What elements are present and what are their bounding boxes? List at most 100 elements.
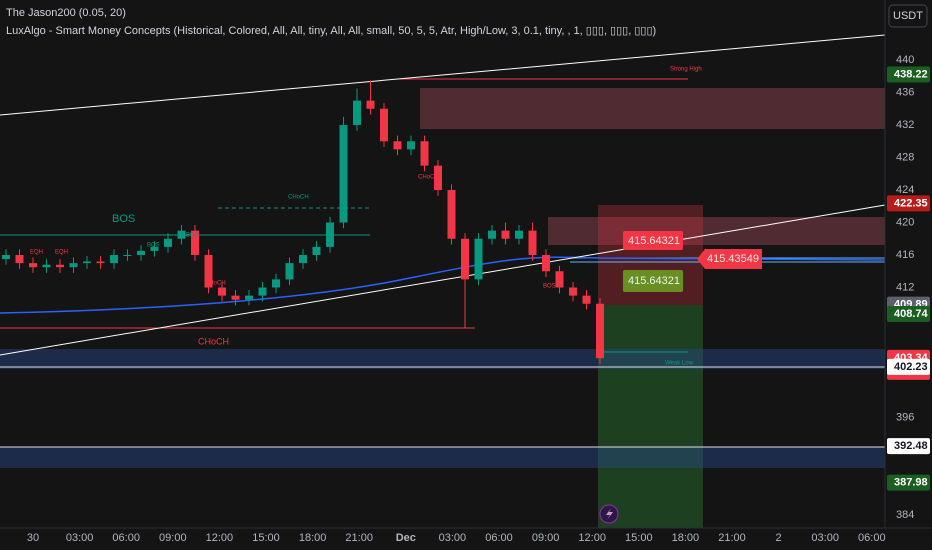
price-tag-label: 408.74 (894, 308, 929, 320)
candle-body (177, 230, 186, 239)
price-tick-label: 412 (896, 281, 914, 293)
annotation: BOS (112, 213, 135, 225)
candle-body (56, 264, 64, 268)
time-tick-label: Dec (396, 532, 416, 544)
time-tick-label: 03:00 (811, 532, 839, 544)
price-callout (697, 249, 762, 269)
candle-body (461, 238, 469, 280)
annotation: Weak Low (665, 361, 694, 367)
time-tick-label: 06:00 (485, 532, 513, 544)
candle-body (569, 287, 577, 296)
price-tag (887, 195, 930, 212)
candle-body (69, 263, 78, 268)
candle-body (596, 303, 604, 359)
time-tick-label: 06:00 (858, 532, 886, 544)
price-tag-label: 402.23 (894, 361, 928, 373)
candle-body (285, 263, 294, 280)
symbol-title: The Jason200 (0.05, 20) (6, 7, 126, 19)
time-tick-label: 03:00 (439, 532, 467, 544)
candle-body (83, 261, 91, 264)
price-tag (887, 358, 930, 375)
candle-body (164, 238, 172, 247)
price-tick-label: 420 (896, 216, 914, 228)
candle-body (96, 261, 105, 264)
annotation: BOS (543, 284, 556, 290)
candle-body (204, 255, 213, 288)
time-tick-label: 15:00 (625, 532, 653, 544)
candle-body (258, 287, 267, 296)
candle-body (15, 255, 24, 264)
annotation: EQH (30, 250, 43, 256)
supply-zone (420, 88, 885, 129)
candle-body (353, 100, 361, 125)
price-tick-label: 436 (896, 86, 914, 98)
price-tick-label: 424 (896, 184, 914, 196)
time-tick-label: 06:00 (112, 532, 140, 544)
annotation: Strong High (670, 67, 702, 73)
annotation: CHoCH (198, 336, 229, 346)
price-tick-label: 396 (896, 411, 914, 423)
time-tick-label: 12:00 (578, 532, 606, 544)
trend-line (0, 204, 886, 356)
time-tick-label: 18:00 (299, 532, 327, 544)
time-tick-label: 15:00 (252, 532, 280, 544)
time-tick-label: 09:00 (532, 532, 560, 544)
alert-icon-bolt (606, 508, 613, 520)
annotation: EQH (55, 250, 68, 256)
candle-body (447, 190, 456, 239)
annotation: CHoCH (288, 195, 309, 201)
candle-body (528, 230, 537, 255)
time-tick-label: 12:00 (206, 532, 234, 544)
candle-body (555, 271, 564, 288)
candle-body (29, 263, 37, 268)
price-label-box (623, 270, 683, 292)
candle-body (407, 141, 415, 150)
candle-body (366, 100, 375, 109)
candle-body (245, 295, 253, 300)
candle-body (218, 287, 226, 296)
annotation: CHoCH (205, 281, 226, 287)
currency-button[interactable] (888, 4, 928, 28)
annotation: BOS (147, 243, 160, 249)
candle-body (150, 246, 159, 251)
demand-zone (0, 349, 885, 369)
candle-body (312, 246, 321, 255)
price-tick-label: 416 (896, 249, 914, 261)
price-tag (887, 66, 930, 83)
annotation: 415.64321 (628, 275, 680, 287)
price-label-box (623, 231, 683, 250)
candle-body (110, 255, 118, 264)
candle-body (123, 255, 132, 256)
annotation: 415.64321 (628, 235, 680, 247)
time-tick-label: 03:00 (66, 532, 94, 544)
indicator-title: LuxAlgo - Smart Money Concepts (Historic… (6, 25, 656, 37)
price-tick-label: 440 (896, 54, 914, 66)
price-tick-label: 384 (896, 509, 914, 521)
price-tag (887, 438, 930, 455)
candle-body (272, 279, 280, 288)
candle-body (137, 250, 145, 255)
price-tag (887, 305, 930, 322)
candle-body (434, 165, 442, 190)
candle-body (420, 141, 429, 166)
candle-body (191, 230, 199, 255)
candle-body (501, 230, 510, 239)
annotation: CHoCH (418, 175, 439, 181)
annotation: BOS (186, 233, 199, 239)
candle-body (231, 295, 240, 300)
candle-body (488, 230, 496, 239)
candle-body (515, 230, 523, 239)
price-tick-label: 432 (896, 119, 914, 131)
candle-body (42, 264, 51, 268)
price-tick-label: 428 (896, 151, 914, 163)
candle-body (582, 295, 591, 304)
time-tick-label: 30 (27, 532, 39, 544)
time-tick-label: 09:00 (159, 532, 187, 544)
candle-body (299, 255, 307, 264)
candle-body (542, 255, 550, 272)
candle-body (380, 108, 388, 142)
price-tag-label: 438.22 (894, 68, 928, 80)
candle-body (2, 255, 10, 260)
